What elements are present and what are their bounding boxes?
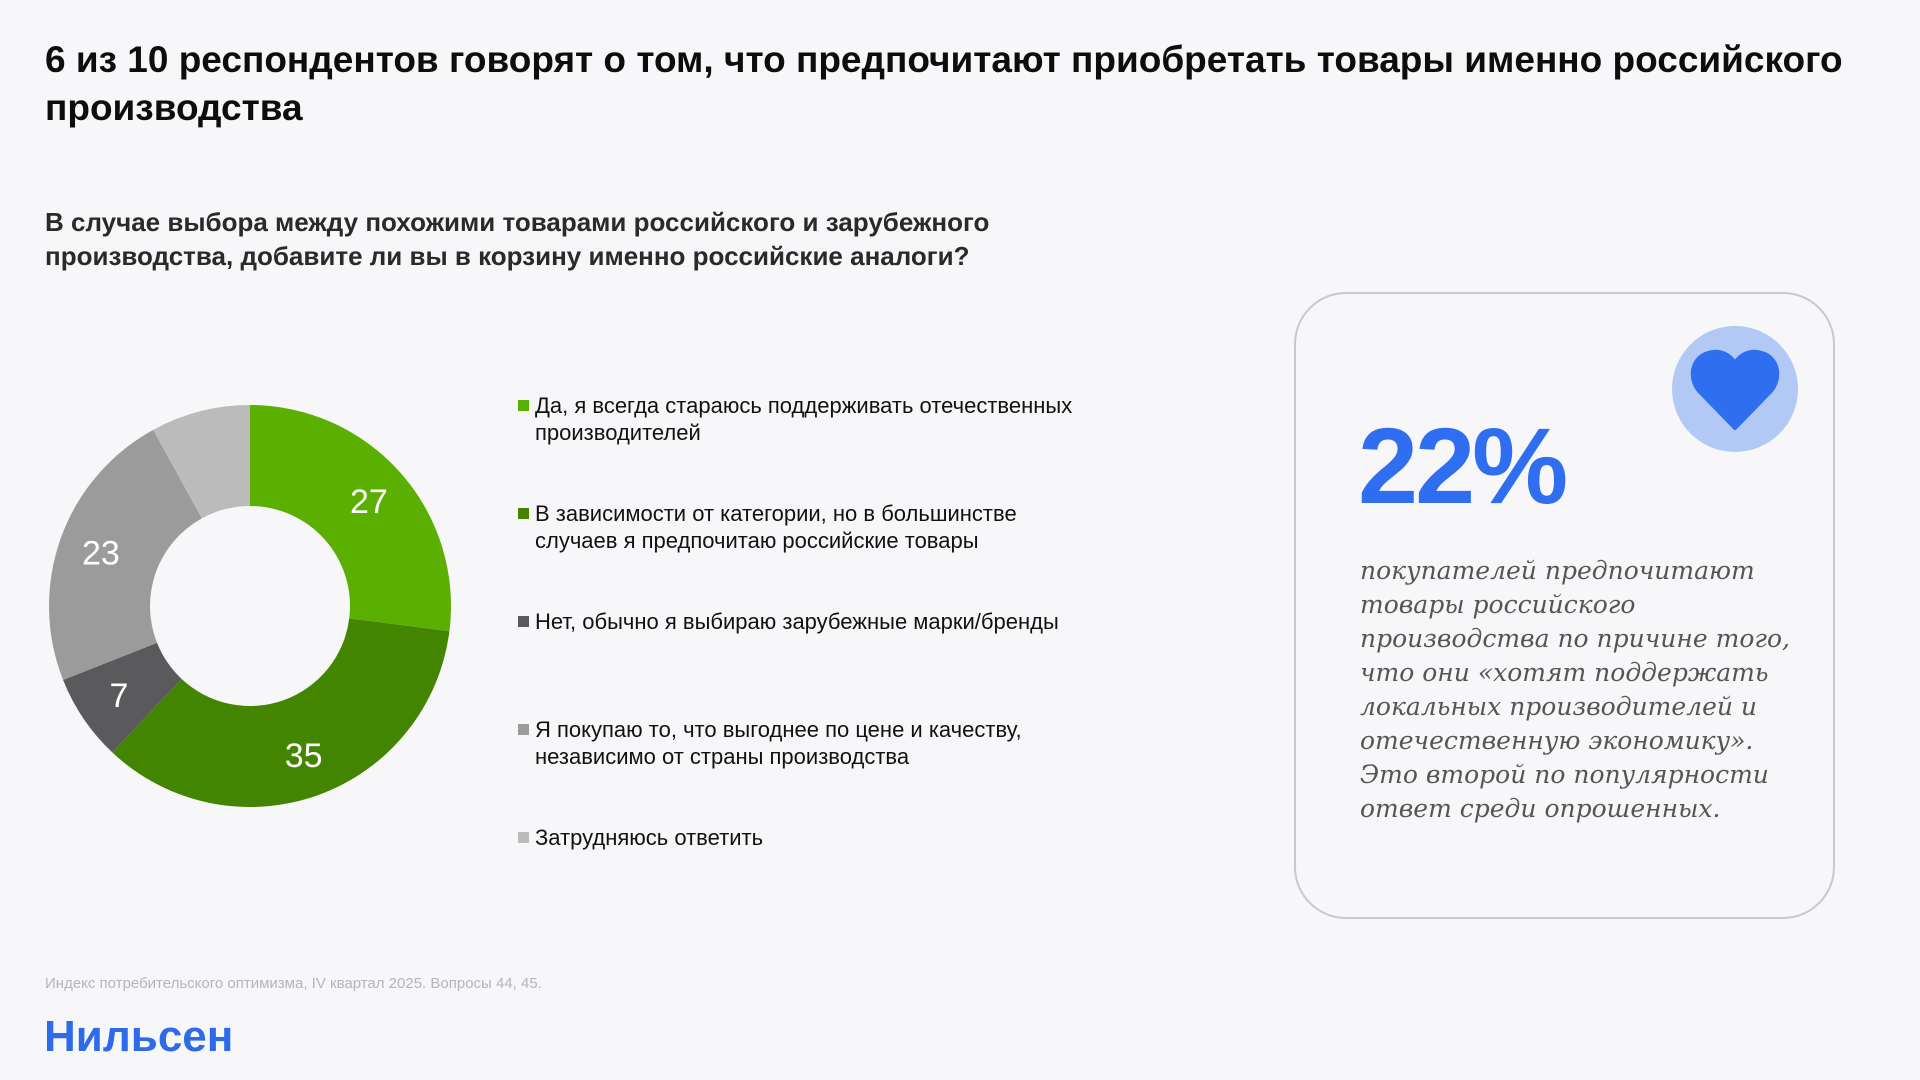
heart-icon (1690, 349, 1780, 430)
legend-swatch (518, 724, 529, 735)
legend-swatch (518, 400, 529, 411)
legend-label: В зависимости от категории, но в большин… (535, 501, 1017, 553)
insight-card: 22% покупателей предпочитают товары росс… (1294, 292, 1835, 919)
stat-description: покупателей предпочитают товары российск… (1360, 556, 1791, 823)
donut-labels: 27 35 7 23 (82, 483, 388, 775)
survey-question: В случае выбора между похожими товарами … (45, 207, 990, 271)
slice-value-label: 7 (109, 677, 128, 715)
legend-swatch (518, 832, 529, 843)
legend-label: Нет, обычно я выбираю зарубежные марки/б… (535, 609, 1059, 634)
nielsen-logo: Нильсен (44, 1012, 234, 1061)
source-note: Индекс потребительского оптимизма, IV кв… (45, 975, 542, 992)
donut-slice (48, 429, 202, 680)
donut-slices (48, 405, 451, 807)
legend-swatch (518, 508, 529, 519)
legend-item-always-support: Да, я всегда стараюсь поддерживать отече… (518, 392, 1078, 446)
donut-slice (250, 405, 451, 632)
heart-badge (1672, 326, 1798, 452)
legend-item-price-quality: Я покупаю то, что выгоднее по цене и кач… (518, 716, 1078, 770)
legend-label: Я покупаю то, что выгоднее по цене и кач… (535, 717, 1022, 769)
chart-legend: Да, я всегда стараюсь поддерживать отече… (518, 392, 1078, 878)
donut-slice (153, 405, 250, 519)
legend-swatch (518, 616, 529, 627)
donut-chart: 27 35 7 23 (48, 405, 451, 807)
legend-item-depends-on-category: В зависимости от категории, но в большин… (518, 500, 1078, 554)
page-title: 6 из 10 респондентов говорят о том, что … (45, 39, 1843, 128)
donut-slice (63, 642, 182, 753)
legend-label: Затрудняюсь ответить (535, 825, 764, 850)
stat-value: 22% (1358, 405, 1568, 526)
legend-item-hard-to-answer: Затрудняюсь ответить (518, 824, 1078, 878)
slice-value-label: 23 (82, 534, 120, 572)
legend-item-prefer-foreign: Нет, обычно я выбираю зарубежные марки/б… (518, 608, 1078, 662)
slice-value-label: 27 (350, 483, 388, 521)
slice-value-label: 35 (285, 737, 323, 775)
donut-slice (112, 618, 450, 807)
legend-label: Да, я всегда стараюсь поддерживать отече… (535, 393, 1073, 445)
